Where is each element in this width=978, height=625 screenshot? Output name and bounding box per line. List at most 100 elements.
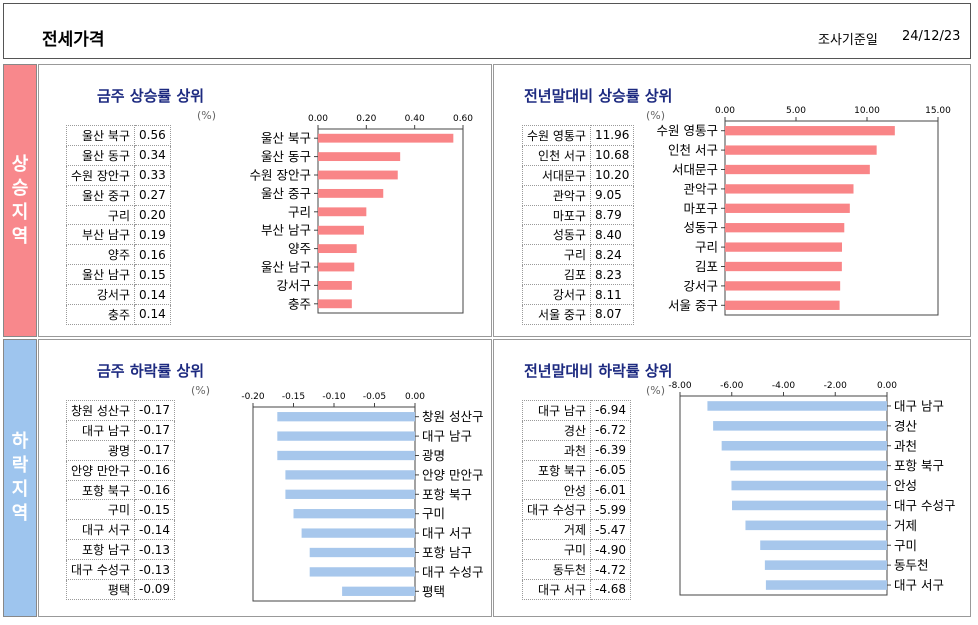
region-name-cell: 포항 북구 — [521, 459, 592, 481]
fall-label-char: 역 — [11, 503, 29, 524]
x-tick-label: 0.00 — [877, 381, 897, 391]
category-label: 울산 동구 — [261, 149, 311, 164]
bar — [745, 520, 887, 531]
rate-value-cell: 0.27 — [134, 184, 171, 206]
rate-value-cell: 0.14 — [134, 304, 171, 325]
rate-value-cell: -0.15 — [134, 499, 176, 521]
x-tick-label: 0.20 — [356, 114, 376, 124]
bar — [285, 470, 415, 480]
table-row: 인천 서구 10.68 — [521, 144, 635, 166]
category-label: 거제 — [894, 518, 917, 533]
rate-value-cell: 0.33 — [134, 164, 171, 186]
region-name-cell: 충주 — [65, 304, 136, 325]
x-tick-label: -4.00 — [772, 381, 796, 391]
x-tick-label: 10.00 — [854, 106, 880, 116]
unit-label: (%) — [191, 384, 211, 397]
table-row: 구리 8.24 — [521, 244, 635, 266]
table-row: 평택 -0.09 — [65, 579, 176, 600]
table-row: 포항 북구 -6.05 — [521, 459, 632, 481]
bar — [309, 567, 415, 577]
bar — [725, 145, 877, 155]
bar — [765, 580, 887, 590]
x-tick-label: 5.00 — [786, 106, 806, 116]
category-label: 대구 남구 — [894, 398, 944, 413]
table-row: 구미 -4.90 — [521, 539, 632, 561]
rate-value-cell: -0.09 — [134, 579, 176, 600]
region-name-cell: 강서구 — [65, 284, 136, 306]
bar — [309, 547, 415, 558]
bar — [318, 188, 384, 198]
category-label: 안성 — [894, 478, 917, 493]
table-row: 안양 만안구 -0.16 — [65, 459, 176, 481]
table-row: 충주 0.14 — [65, 304, 171, 325]
table-row: 김포 8.23 — [521, 264, 635, 286]
category-label: 대구 서구 — [422, 526, 472, 541]
category-label: 김포 — [695, 259, 718, 274]
region-name-cell: 대구 수성구 — [521, 499, 592, 521]
bar — [318, 152, 401, 162]
category-label: 강서구 — [276, 278, 311, 293]
rise-label-char: 지 — [11, 201, 29, 223]
x-tick-label: -0.15 — [282, 392, 305, 402]
weekly-fall-title: 금주 하락률 상위 — [97, 362, 205, 380]
category-label: 포항 북구 — [894, 458, 944, 473]
rise-label-char: 승 — [11, 177, 29, 199]
category-label: 과천 — [894, 438, 917, 453]
category-label: 관악구 — [683, 181, 718, 196]
region-name-cell: 광명 — [65, 439, 136, 461]
rate-value-cell: -6.01 — [590, 479, 632, 501]
rate-value-cell: -0.16 — [134, 479, 176, 501]
unit-label: (%) — [197, 109, 217, 122]
rate-value-cell: 8.79 — [590, 204, 635, 226]
region-name-cell: 인천 서구 — [521, 144, 592, 166]
table-row: 대구 수성구 -5.99 — [521, 499, 632, 521]
table-row: 부산 남구 0.19 — [65, 224, 171, 246]
table-row: 마포구 8.79 — [521, 204, 635, 226]
rate-value-cell: -0.17 — [134, 419, 176, 441]
x-tick-label: -2.00 — [824, 381, 848, 391]
category-label: 포항 남구 — [422, 545, 472, 560]
weekly-rise-table: 울산 북구 0.56 울산 동구 0.34 수원 장안구 0.33 울산 중구 0.27 구리 0… — [65, 125, 171, 325]
rate-value-cell: 9.05 — [590, 184, 635, 206]
bar — [318, 244, 357, 254]
bar — [731, 480, 887, 491]
x-tick-label: 0.00 — [715, 106, 735, 116]
region-name-cell: 강서구 — [521, 284, 592, 306]
x-tick-label: -8.00 — [668, 381, 692, 391]
bar — [707, 401, 887, 411]
region-name-cell: 동두천 — [521, 559, 592, 581]
table-row: 거제 -5.47 — [521, 519, 632, 541]
header-bar: 전세가격 조사기준일 24/12/23 — [3, 3, 971, 59]
ytd-rise-title: 전년말대비 상승률 상위 — [524, 87, 673, 105]
bar — [725, 261, 842, 272]
rate-value-cell: -6.05 — [590, 459, 632, 481]
region-name-cell: 부산 남구 — [65, 224, 136, 246]
bar — [301, 528, 415, 538]
category-label: 양주 — [288, 241, 311, 256]
x-tick-label: 0.40 — [405, 114, 425, 124]
ytd-fall-panel: 전년말대비 하락률 상위 (%) 대구 남구 -6.94 경산 -6.72 과천 -6.3… — [493, 339, 971, 617]
ytd-rise-panel: 전년말대비 상승률 상위 (%) 수원 영통구 11.96 인천 서구 10.68 서대… — [493, 64, 971, 337]
category-label: 구미 — [422, 506, 445, 521]
x-tick-label: -0.10 — [322, 392, 346, 402]
rise-region-label: 상 승 지 역 — [3, 64, 37, 337]
bar — [318, 299, 352, 309]
category-label: 평택 — [422, 584, 445, 599]
rate-value-cell: 0.20 — [134, 204, 171, 226]
unit-label: (%) — [646, 109, 666, 122]
category-label: 울산 남구 — [261, 260, 311, 275]
ytd-fall-table: 대구 남구 -6.94 경산 -6.72 과천 -6.39 포항 북구 -6.05 안성 -6.0… — [521, 400, 632, 600]
x-tick-label: -0.05 — [363, 392, 386, 402]
table-row: 광명 -0.17 — [65, 439, 176, 461]
bar — [725, 184, 854, 194]
category-label: 대구 서구 — [894, 578, 944, 593]
bar — [318, 262, 355, 272]
table-row: 대구 수성구 -0.13 — [65, 559, 176, 581]
bar — [760, 540, 887, 551]
category-label: 구리 — [695, 240, 718, 255]
page-title: 전세가격 — [42, 30, 105, 50]
region-name-cell: 서울 중구 — [521, 304, 592, 325]
